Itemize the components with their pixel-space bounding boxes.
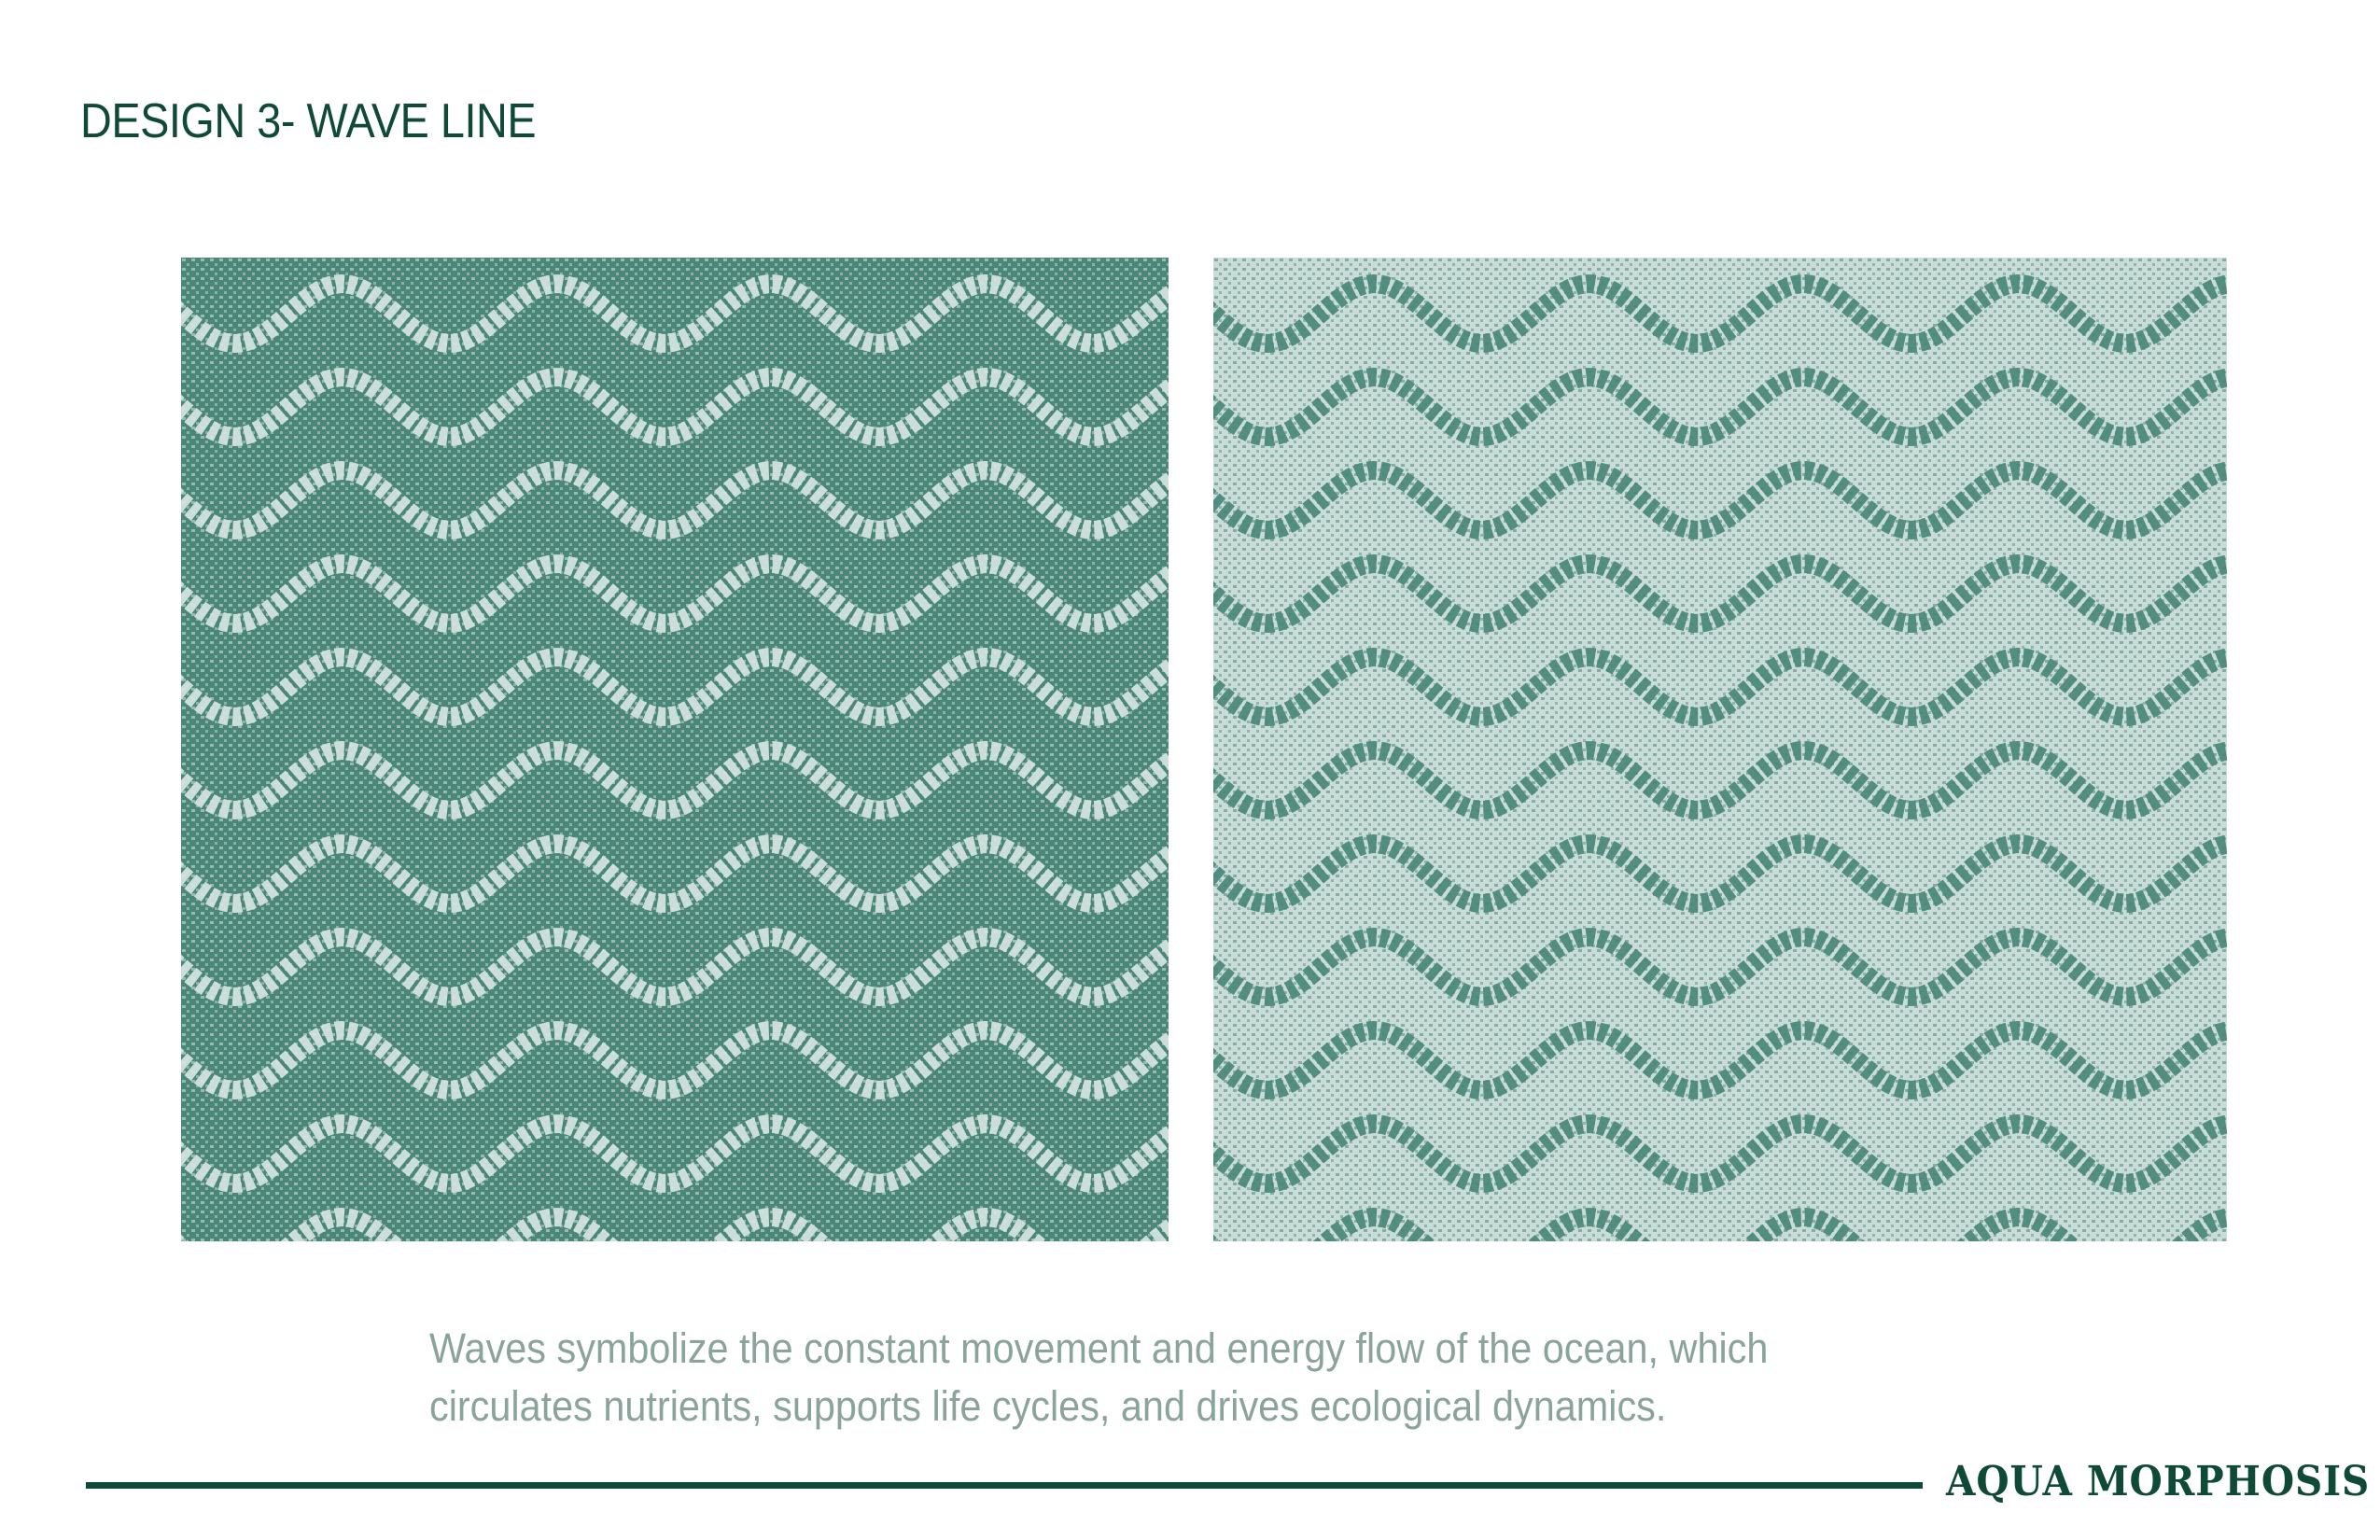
weave-ground	[1213, 258, 2227, 1241]
wave-line	[1213, 1208, 2227, 1241]
fabric-swatch-light	[1213, 258, 2227, 1241]
wave-line	[181, 834, 1169, 913]
wave-line	[181, 928, 1169, 1006]
wave-line	[181, 1114, 1169, 1193]
wave-line	[1213, 648, 2227, 726]
wave-line	[181, 1208, 1169, 1241]
page-title: DESIGN 3- WAVE LINE	[80, 94, 537, 148]
wave-line	[181, 461, 1169, 539]
wave-line	[1213, 928, 2227, 1006]
description-line-1: Waves symbolize the constant movement an…	[429, 1324, 1769, 1372]
wave-line	[1213, 1114, 2227, 1193]
wave-line	[181, 368, 1169, 446]
wave-line	[1213, 834, 2227, 913]
wave-line	[1213, 1021, 2227, 1099]
wave-pattern-light	[1213, 258, 2227, 1241]
wave-line	[1213, 461, 2227, 539]
description-line-2: circulates nutrients, supports life cycl…	[429, 1382, 1667, 1430]
wave-line	[181, 648, 1169, 726]
wave-line	[181, 274, 1169, 353]
wave-line	[181, 1021, 1169, 1099]
wave-line	[181, 741, 1169, 819]
footer-divider	[86, 1482, 1923, 1489]
design-description: Waves symbolize the constant movement an…	[429, 1320, 1889, 1435]
wave-pattern-dark	[181, 258, 1169, 1241]
wave-line	[181, 554, 1169, 633]
weave-ground	[181, 258, 1169, 1241]
wave-line	[1213, 741, 2227, 819]
wave-line	[1213, 554, 2227, 633]
wave-line	[1213, 368, 2227, 446]
fabric-swatch-dark	[181, 258, 1169, 1241]
brand-wordmark: AQUA MORPHOSIS	[1946, 1458, 2371, 1505]
wave-line	[1213, 274, 2227, 353]
